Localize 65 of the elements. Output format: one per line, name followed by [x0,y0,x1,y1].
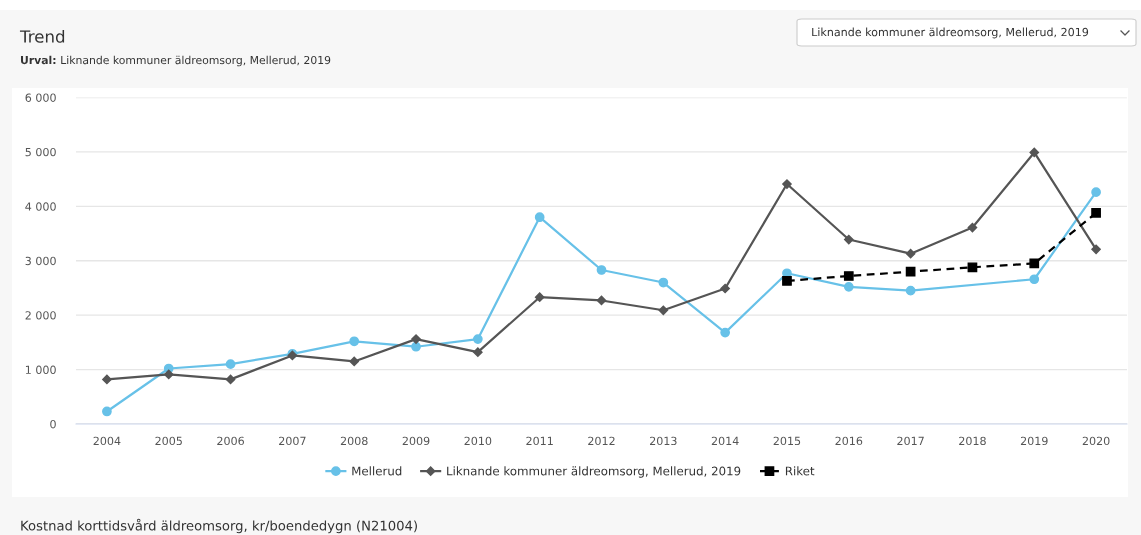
point [472,334,483,344]
point [349,336,360,347]
x-tick-label: 2020 [1082,436,1110,446]
x-tick-label: 2008 [340,436,368,446]
point [596,265,607,275]
y-tick-label: 5 000 [25,147,56,157]
point [534,292,545,303]
point [905,248,916,259]
point [658,277,669,288]
point [782,179,792,189]
x-tick-label: 2013 [650,436,677,446]
x-tick-label: 2005 [155,436,182,446]
point [843,271,854,281]
x-tick-label: 2016 [835,436,863,446]
x-tick-label: 2014 [711,436,739,446]
point [1091,208,1101,218]
point [1029,147,1040,158]
x-tick-label: 2007 [279,436,306,446]
point [967,222,978,233]
point [349,356,360,367]
chart-title: Trend [19,29,65,43]
x-tick-label: 2018 [959,436,986,446]
text: Liknande kommuner äldreomsorg, Mellerud, 2019 [812,27,1089,39]
x-tick-label: 2011 [526,436,553,446]
y-tick-label: 4 000 [25,202,56,211]
point [843,234,854,245]
point [473,347,483,357]
legend-label: Liknande kommuner äldreomsorg, Mellerud, 2019 [447,466,741,478]
y-tick-label: 0 [50,419,56,429]
point [225,374,236,385]
legend-label: Mellerud [352,466,402,476]
point [843,282,854,292]
legend-label: Riket [785,466,815,476]
point [102,374,112,385]
point [658,305,669,316]
x-tick-label: 2012 [588,436,615,446]
point [596,295,607,306]
x-tick-label: 2010 [464,436,492,446]
x-tick-label: 2009 [402,436,430,446]
point [905,285,916,296]
point [411,341,421,352]
point [411,334,421,344]
point [1091,244,1101,255]
point [163,369,174,380]
point [225,359,236,370]
point [1091,187,1101,198]
point [534,212,545,223]
x-tick-label: 2019 [1020,436,1048,446]
x-tick-label: 2006 [217,436,244,446]
text: Kostnad korttidsvård äldreomsorg, kr/boendedygn (N21004) [21,518,417,534]
point [102,406,112,417]
x-tick-label: 2004 [93,436,121,446]
point [1029,258,1040,269]
y-tick-label: 3 000 [25,256,56,266]
point [1029,274,1040,285]
chart-subtitle: Urval: Liknande kommuner äldreomsorg, Mellerud, 2019 [21,55,331,67]
point [782,276,792,286]
point [720,327,731,338]
x-tick-label: 2015 [773,436,801,446]
point [967,262,978,273]
y-tick-label: 6 000 [25,93,56,102]
y-tick-label: 1 000 [25,365,56,374]
y-tick-label: 2 000 [25,311,56,320]
x-tick-label: 2017 [897,436,924,446]
point [720,283,730,294]
